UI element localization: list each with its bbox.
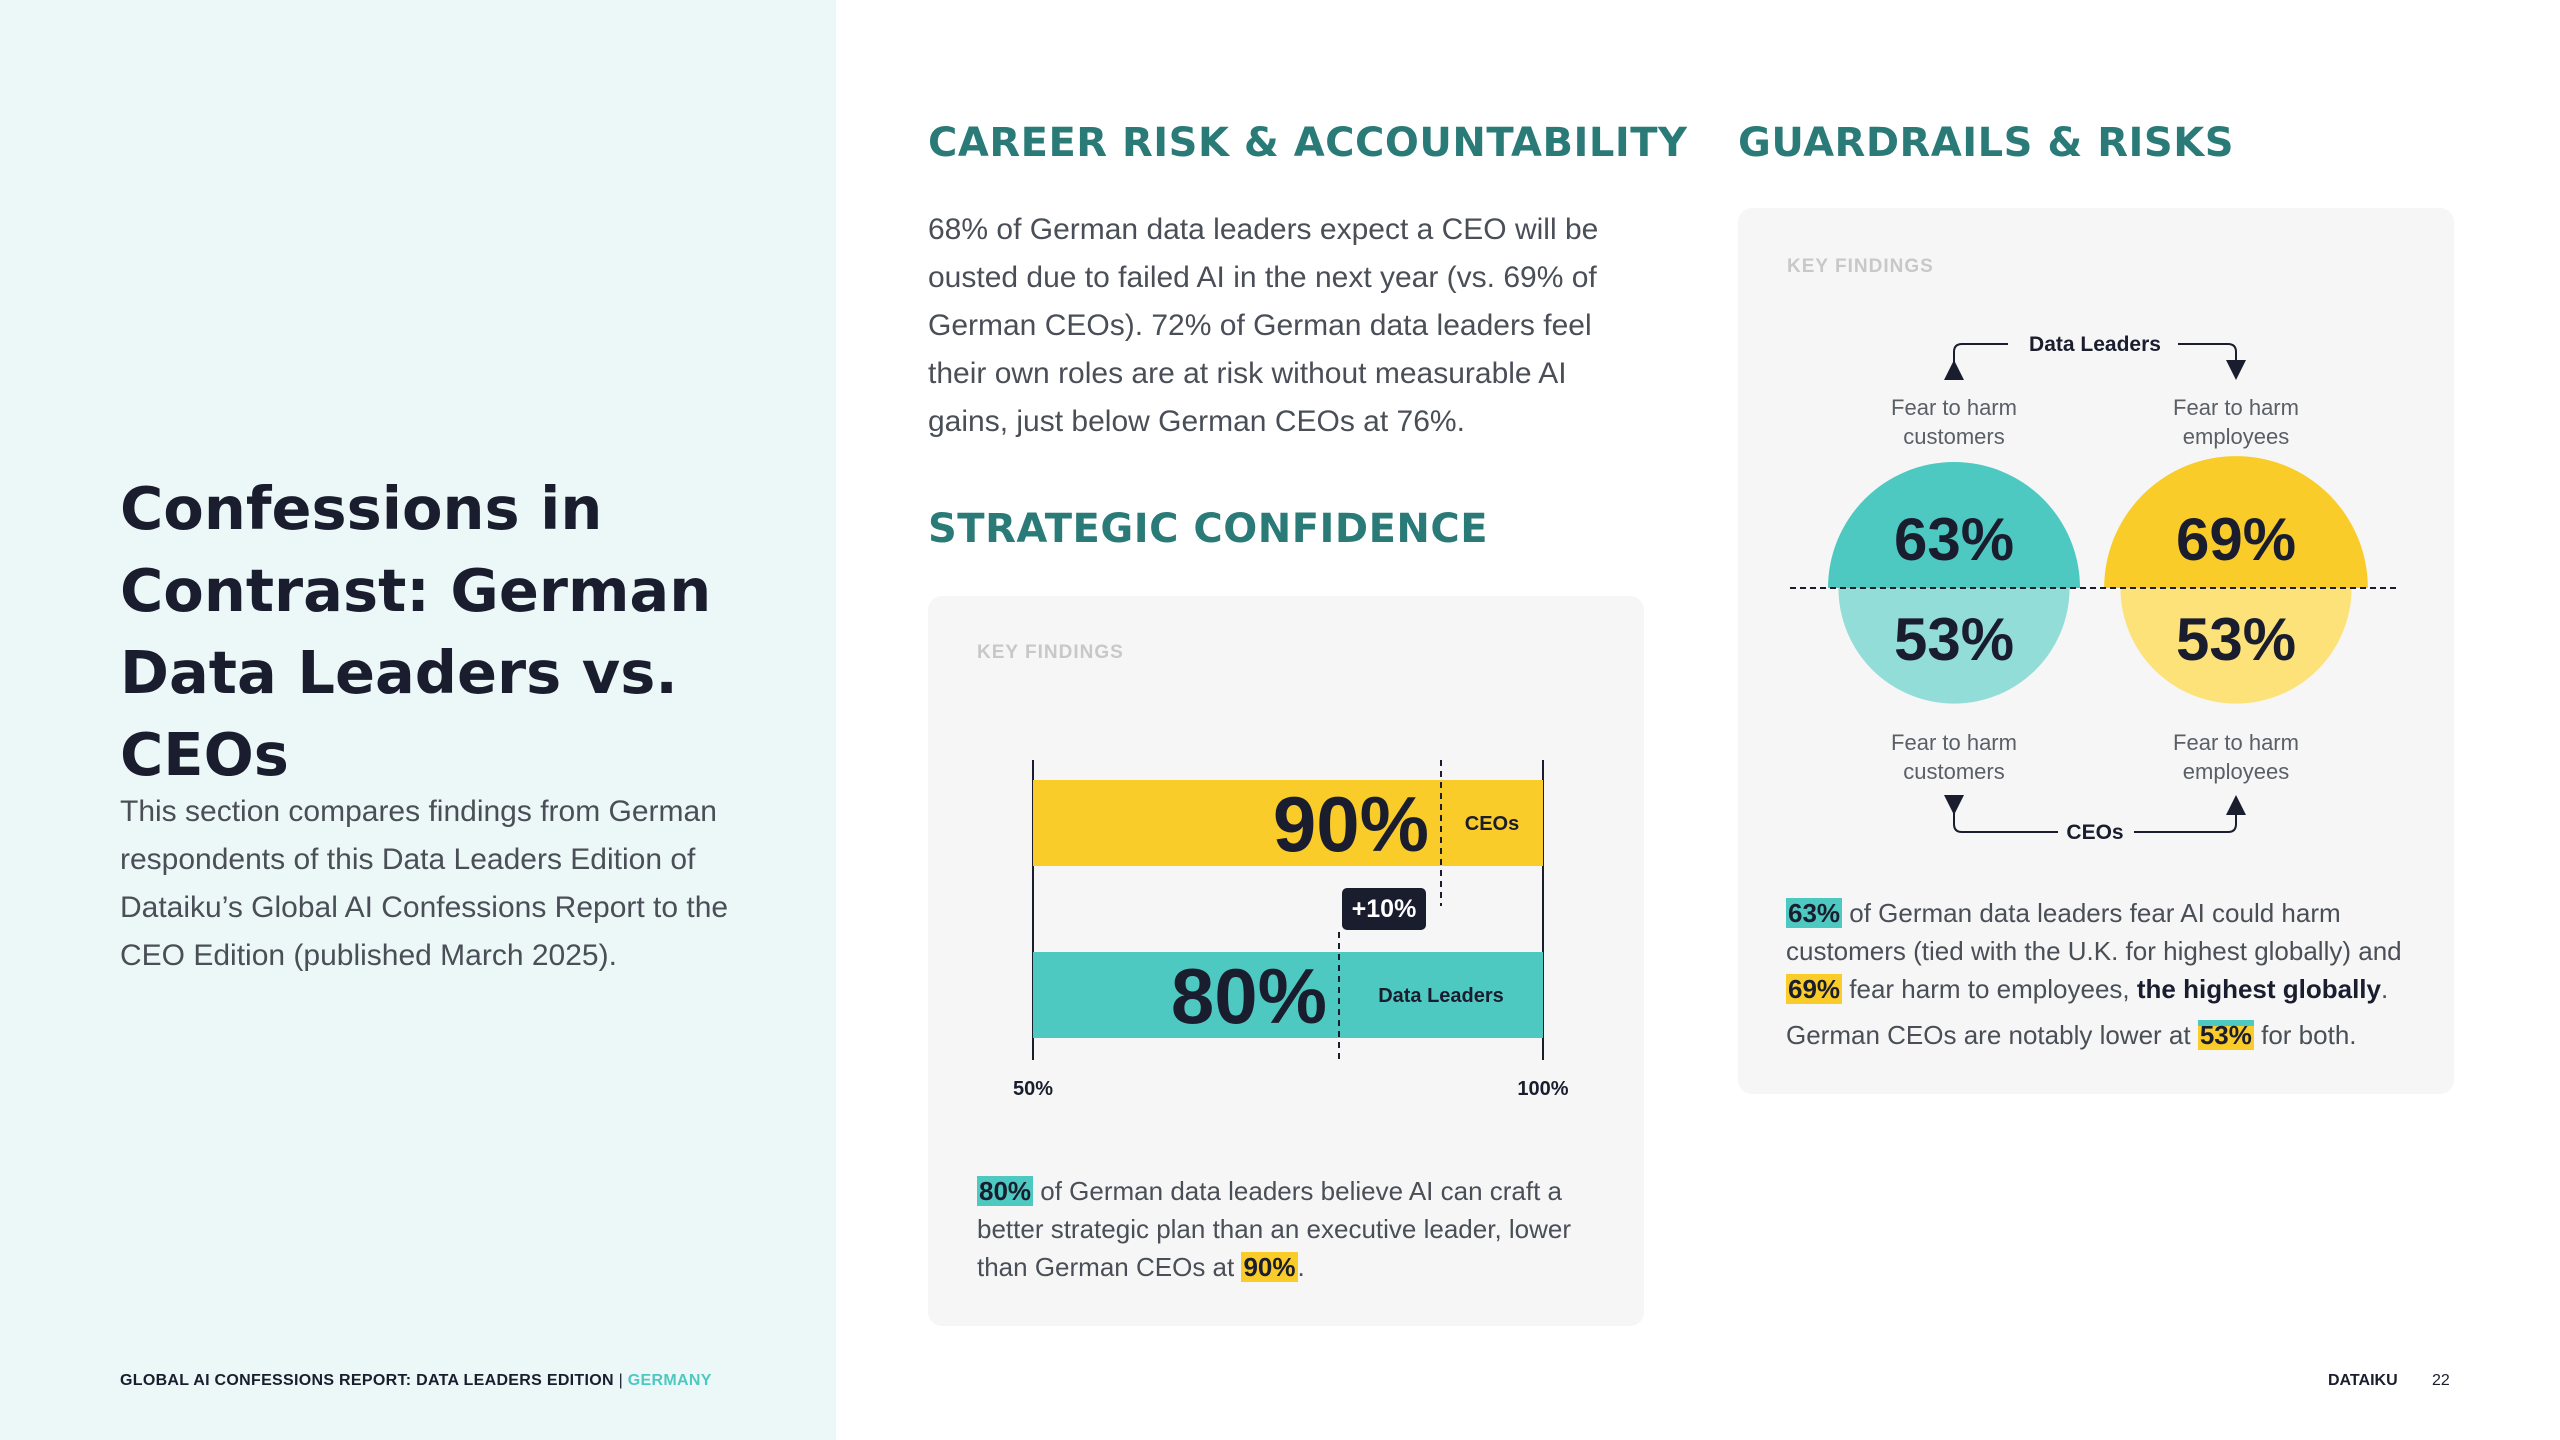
bracket-top-right	[2178, 343, 2246, 380]
circle-value-label: 53%	[1894, 606, 2014, 673]
category-label-bottom: employees	[2183, 759, 2289, 784]
footer-brand: DATAIKU	[2328, 1372, 2398, 1389]
career-risk-heading: CAREER RISK & ACCOUNTABILITY	[928, 120, 1688, 166]
page-number: 22	[2432, 1372, 2450, 1389]
half-circle-top	[1828, 462, 2080, 588]
group-label-data-leaders: Data Leaders	[2029, 333, 2161, 356]
guardrails-key-findings-label: KEY FINDINGS	[1787, 256, 1934, 277]
category-label-bottom: customers	[1903, 759, 2004, 784]
bracket-bottom-right	[2134, 795, 2246, 833]
category-label-top: Fear to harm	[2173, 395, 2299, 420]
footer-country: GERMANY	[627, 1372, 712, 1389]
bar-value-label: 90%	[1273, 780, 1429, 868]
bar-series-label: Data Leaders	[1378, 985, 1504, 1007]
x-tick-label: 50%	[1013, 1078, 1053, 1100]
finding-text-part: of German data leaders believe AI can cr…	[977, 1176, 1572, 1282]
highlight-63: 63%	[1786, 898, 1843, 928]
guardrails-text-part: of German data leaders fear AI could har…	[1786, 898, 2402, 966]
bar-ceos	[1033, 780, 1543, 866]
page-title: Confessions in Contrast: German Data Lea…	[120, 474, 712, 789]
category-label-bottom: Fear to harm	[1891, 730, 2017, 755]
guardrails-finding-1: 63% of German data leaders fear AI could…	[1786, 894, 2406, 1008]
guardrails-heading: GUARDRAILS & RISKS	[1738, 120, 2235, 166]
left-panel	[0, 0, 836, 1440]
bar-data-leaders	[1033, 952, 1543, 1038]
category-label-bottom: Fear to harm	[2173, 730, 2299, 755]
guardrails-text-part: fear harm to employees,	[1842, 974, 2137, 1004]
strategic-bar-chart: 90% CEOs 80% Data Leaders +10% 50% 100%	[1013, 760, 1569, 1100]
category-label-top: employees	[2183, 424, 2289, 449]
half-circle-bottom	[1838, 588, 2070, 704]
circle-value-label: 53%	[2176, 606, 2296, 673]
difference-badge	[1342, 888, 1426, 930]
guardrails-text-part: German CEOs are notably lower at	[1786, 1020, 2198, 1050]
bar-series-label: CEOs	[1465, 813, 1519, 835]
highlight-80: 80%	[977, 1176, 1034, 1206]
difference-label: +10%	[1352, 895, 1417, 923]
highlight-90: 90%	[1241, 1252, 1298, 1282]
footer-separator: |	[613, 1372, 628, 1389]
strategic-key-findings-label: KEY FINDINGS	[977, 642, 1124, 663]
strategic-confidence-heading: STRATEGIC CONFIDENCE	[928, 506, 1489, 552]
circle-value-label: 63%	[1894, 506, 2014, 573]
footer-report-title: GLOBAL AI CONFESSIONS REPORT: DATA LEADE…	[120, 1372, 712, 1390]
half-circle-top	[2104, 456, 2368, 588]
strategic-finding-text: 80% of German data leaders believe AI ca…	[977, 1172, 1587, 1286]
bar-value-label: 80%	[1171, 952, 1327, 1040]
highlight-53: 53%	[2197, 1020, 2254, 1050]
career-risk-body: 68% of German data leaders expect a CEO …	[928, 213, 1599, 438]
highest-globally-text: the highest globally	[2136, 974, 2381, 1004]
half-circle-bottom	[2120, 588, 2352, 704]
guardrails-circle-chart: 63% 53% Fear to harm customers Fear to harm c…	[1790, 333, 2400, 844]
guardrails-text-end: .	[2381, 974, 2389, 1004]
guardrails-text-end: for both.	[2253, 1020, 2357, 1050]
footer-report-name: GLOBAL AI CONFESSIONS REPORT: DATA LEADE…	[120, 1372, 614, 1389]
bracket-top-left	[1944, 343, 2008, 380]
category-label-top: Fear to harm	[1891, 395, 2017, 420]
x-tick-label: 100%	[1517, 1078, 1568, 1100]
bracket-bottom-left	[1944, 795, 2058, 833]
circle-value-label: 69%	[2176, 506, 2296, 573]
category-label-top: customers	[1903, 424, 2004, 449]
guardrails-finding-2: German CEOs are notably lower at 53% for…	[1786, 1016, 2406, 1054]
intro-paragraph: This section compares findings from Germ…	[120, 795, 729, 972]
group-label-ceos: CEOs	[2066, 821, 2123, 844]
highlight-69: 69%	[1786, 974, 1843, 1004]
finding-text-end: .	[1297, 1252, 1305, 1282]
